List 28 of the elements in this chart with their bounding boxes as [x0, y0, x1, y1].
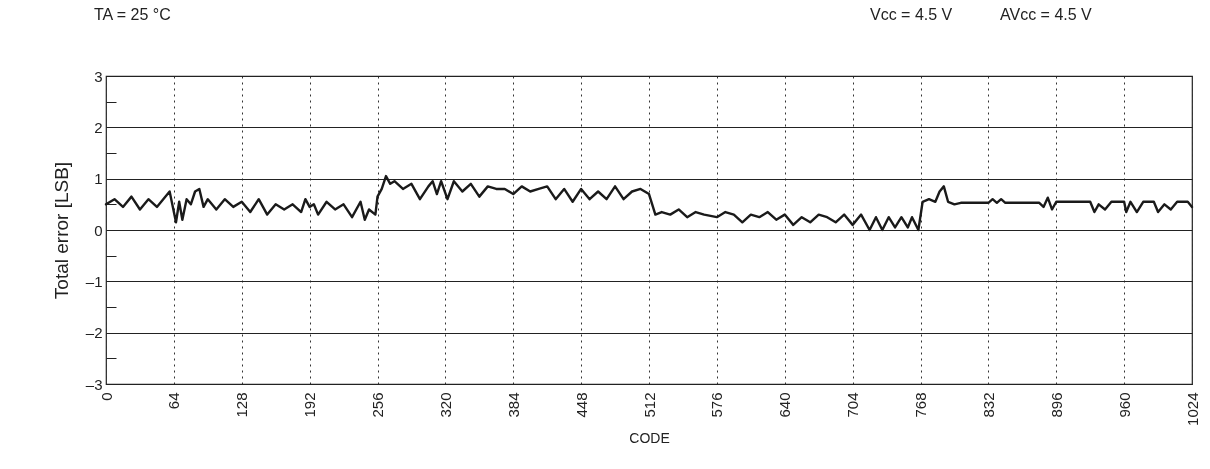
x-tick-label: 1024	[1183, 392, 1201, 426]
x-tick-label: 320	[436, 392, 454, 418]
text: AVcc = 4.5 V	[1000, 6, 1092, 24]
x-tick-label: 64	[165, 392, 183, 410]
x-tick-label: 512	[640, 392, 658, 418]
y-tick-label: –3	[85, 375, 103, 393]
x-tick-label: 256	[369, 392, 386, 418]
x-tick-label: 832	[979, 392, 997, 418]
text: Vcc = 4.5 V	[870, 6, 953, 24]
y-tick-label: 2	[94, 118, 103, 136]
y-tick-label: –2	[85, 324, 103, 342]
x-tick-label: 768	[912, 392, 929, 418]
x-tick-label: 448	[572, 392, 590, 418]
x-tick-label: 960	[1115, 392, 1133, 418]
x-axis-title: CODE	[629, 429, 670, 446]
y-tick-label: 3	[94, 67, 103, 85]
x-tick-label: 384	[504, 392, 522, 418]
x-tick-label: 704	[844, 392, 862, 418]
text: TA = 25 °C	[94, 6, 171, 24]
y-tick-label: 0	[94, 221, 103, 239]
x-tick-label: 576	[708, 392, 726, 418]
y-tick-label: 1	[94, 170, 103, 188]
x-tick-label: 896	[1047, 392, 1065, 418]
x-tick-label: 640	[776, 392, 794, 418]
y-axis-title: Total error [LSB]	[50, 161, 72, 300]
x-tick-label: 192	[301, 392, 319, 418]
y-tick-label: –1	[85, 272, 103, 290]
x-tick-label: 128	[233, 392, 251, 418]
